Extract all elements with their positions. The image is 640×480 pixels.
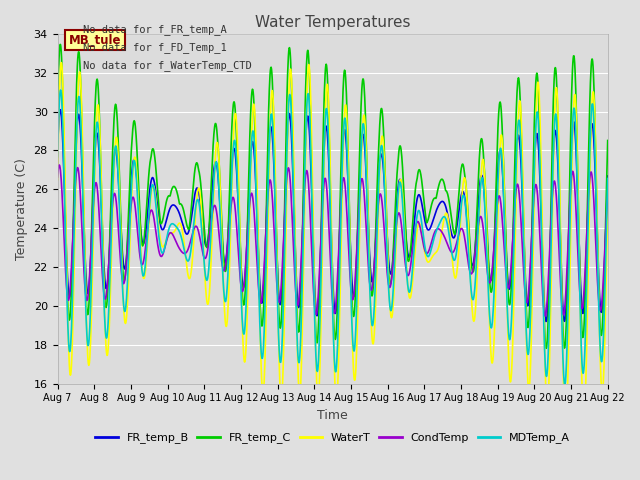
Line: CondTemp: CondTemp: [58, 165, 608, 316]
CondTemp: [308, 269, 316, 275]
FR_temp_C: [308, 215, 316, 220]
FR_temp_C: [56, 42, 64, 48]
WaterT: [58, 60, 65, 65]
FR_temp_B: [56, 107, 64, 113]
CondTemp: [56, 162, 63, 168]
Text: No data for f_WaterTemp_CTD: No data for f_WaterTemp_CTD: [83, 60, 252, 72]
WaterT: [367, 314, 375, 320]
FR_temp_C: [543, 346, 550, 351]
Text: No data for f_FD_Temp_1: No data for f_FD_Temp_1: [83, 42, 227, 53]
Text: MB_tule: MB_tule: [68, 34, 121, 47]
WaterT: [287, 72, 295, 78]
FR_temp_B: [119, 256, 127, 262]
WaterT: [119, 288, 127, 293]
FR_temp_B: [299, 225, 307, 231]
MDTemp_A: [54, 154, 61, 159]
Line: MDTemp_A: MDTemp_A: [58, 90, 608, 385]
MDTemp_A: [97, 180, 104, 185]
FR_temp_C: [299, 221, 307, 227]
FR_temp_C: [604, 138, 612, 144]
FR_temp_B: [308, 221, 316, 227]
X-axis label: Time: Time: [317, 409, 348, 422]
CondTemp: [54, 174, 61, 180]
MDTemp_A: [299, 261, 307, 267]
FR_temp_C: [367, 288, 375, 293]
MDTemp_A: [287, 111, 295, 117]
CondTemp: [97, 236, 104, 242]
Title: Water Temperatures: Water Temperatures: [255, 15, 410, 30]
FR_temp_C: [97, 150, 104, 156]
FR_temp_B: [97, 179, 104, 185]
CondTemp: [119, 279, 127, 285]
Line: WaterT: WaterT: [58, 62, 608, 424]
MDTemp_A: [367, 311, 375, 317]
CondTemp: [299, 223, 307, 228]
CondTemp: [367, 287, 375, 293]
FR_temp_C: [119, 269, 127, 275]
MDTemp_A: [308, 227, 316, 232]
Y-axis label: Temperature (C): Temperature (C): [15, 158, 28, 260]
FR_temp_B: [542, 319, 550, 324]
WaterT: [308, 184, 316, 190]
FR_temp_B: [604, 173, 612, 179]
FR_temp_C: [287, 76, 295, 82]
MDTemp_A: [604, 176, 612, 181]
MDTemp_A: [119, 291, 127, 297]
WaterT: [97, 148, 104, 154]
FR_temp_B: [367, 273, 375, 278]
MDTemp_A: [561, 382, 568, 388]
CondTemp: [604, 193, 612, 199]
WaterT: [562, 421, 570, 427]
WaterT: [604, 200, 612, 206]
CondTemp: [541, 313, 548, 319]
Legend: FR_temp_B, FR_temp_C, WaterT, CondTemp, MDTemp_A: FR_temp_B, FR_temp_C, WaterT, CondTemp, …: [91, 428, 574, 448]
FR_temp_B: [54, 147, 61, 153]
Line: FR_temp_B: FR_temp_B: [58, 110, 608, 322]
Text: No data for f_FR_temp_A: No data for f_FR_temp_A: [83, 24, 227, 35]
WaterT: [299, 309, 307, 315]
CondTemp: [287, 197, 295, 203]
FR_temp_C: [54, 105, 61, 110]
MDTemp_A: [56, 87, 64, 93]
WaterT: [54, 177, 61, 183]
FR_temp_B: [287, 131, 295, 136]
Line: FR_temp_C: FR_temp_C: [58, 45, 608, 348]
